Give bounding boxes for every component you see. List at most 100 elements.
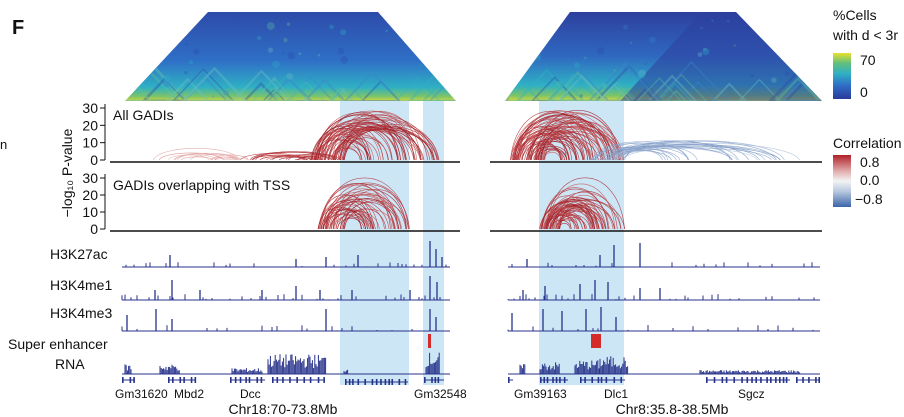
heatmap-speckle [317, 54, 321, 57]
heatmap-speckle [286, 72, 294, 80]
gene-dcc-b-exon [323, 377, 325, 383]
gene-dcc-b-exon [296, 377, 298, 383]
gene-label-sgcz: Sgcz [738, 387, 765, 401]
gene-mbd2-exon [172, 377, 174, 383]
arc-left-minor [240, 153, 305, 161]
track-label-h3k4me3: H3K4me3 [50, 305, 112, 321]
arc-left-minor [255, 151, 336, 161]
heatmap-speckle [697, 52, 703, 57]
gene-dcc-c-exon [404, 379, 407, 385]
heatmap-domain [140, 76, 190, 101]
track-label-h3k27ac: H3K27ac [50, 246, 108, 262]
signal-tracks [121, 241, 820, 375]
arc-right-main [519, 141, 562, 161]
gene-sgcz-exon [713, 377, 716, 383]
arc-left-main [328, 137, 380, 161]
heatmap-domain [342, 70, 402, 101]
arc-right-main [530, 146, 568, 161]
heatmap-domain [555, 74, 608, 101]
super-enhancer-left [428, 334, 431, 348]
heatmap-speckle [649, 36, 656, 44]
heatmap-domain [652, 61, 731, 101]
gene-dcc-b-exon [276, 377, 279, 383]
gene-sgcz-b-exon [808, 377, 810, 383]
gene-mbd2-exon [190, 377, 193, 383]
gene-gm32548-exon [431, 377, 433, 383]
highlight-left-2 [423, 99, 444, 385]
arc-right-blue [592, 145, 781, 161]
gene-dcc-c-exon [388, 379, 390, 385]
arc-right-main [535, 110, 621, 161]
gene-gm39163-a-exon [508, 377, 510, 383]
heatmap-domain [330, 88, 356, 101]
heatmap-domain [286, 76, 335, 101]
gene-dlc1-exon [591, 377, 594, 383]
arc-right-tss [553, 216, 577, 230]
heatmap-domain [406, 61, 456, 101]
gene-dlc1-exon [620, 377, 623, 383]
heatmap-domain [428, 77, 456, 101]
arc-left-main [342, 128, 393, 161]
heatmap-speckle [596, 47, 605, 55]
gene-dcc-c-exon [371, 379, 374, 385]
heatmap-speckle [574, 62, 580, 69]
arc-right-main [542, 128, 610, 161]
arc-right-blue [622, 148, 733, 161]
heatmap-domain [645, 74, 699, 101]
gene-sgcz-exon [706, 377, 708, 383]
heatmap-domain [773, 76, 822, 101]
gene-sgcz-exon [733, 377, 736, 383]
heatmap-speckle [539, 44, 543, 48]
gene-gm39163-b-exon [552, 377, 554, 383]
arc-left-minor [294, 158, 309, 161]
gene-gm39163-b-exon [540, 377, 542, 383]
arc-left-tss [325, 191, 393, 230]
arc-left-tss [340, 198, 395, 230]
colorbar-corr-title: Correlation [833, 135, 901, 151]
arc-left-tss [323, 209, 368, 230]
arc-right-tss [557, 218, 577, 230]
heatmap-speckle [644, 62, 647, 66]
heatmap-speckle [511, 61, 518, 69]
heatmap-domain [171, 68, 236, 101]
heatmap-speckle [777, 50, 783, 56]
gadi-arcs [153, 110, 801, 230]
heatmap-domain [596, 83, 632, 101]
heatmap-speckle [544, 17, 551, 25]
heatmap-domain [530, 76, 580, 101]
arc-left-tss [331, 210, 374, 230]
heatmap-speckle [507, 38, 511, 41]
arc-left-tss [318, 206, 362, 230]
heatmap-domain [614, 88, 640, 101]
gene-label-dcc: Dcc [240, 387, 261, 401]
heatmap-speckle [750, 73, 754, 78]
arc-left-minor [177, 153, 236, 161]
heatmap-domain [180, 66, 249, 101]
y-tick-label: 10 [82, 204, 98, 220]
gene-sgcz-exon [746, 377, 749, 383]
heatmap-speckle [630, 41, 633, 44]
gene-sgcz-exon [721, 377, 724, 383]
heatmap-speckle [726, 19, 730, 23]
heatmap-domain [360, 80, 402, 101]
heatmap-speckle [129, 29, 137, 36]
track-label-tss-gadis: GADIs overlapping with TSS [113, 177, 290, 193]
heatmap-speckle [337, 48, 345, 55]
gene-dlc1-exon [584, 377, 586, 383]
heatmap-speckle [223, 89, 229, 96]
arc-right-main [510, 111, 616, 161]
heatmap-domain [261, 88, 287, 101]
heatmap-left [125, 12, 456, 101]
gene-dcc-b-exon [289, 377, 291, 383]
gene-gm32548-exon [434, 377, 437, 383]
heatmap-domain [546, 68, 611, 101]
left-edge-text: n [0, 137, 7, 152]
heatmap-domain [260, 73, 314, 101]
heatmap-domain [545, 72, 602, 101]
arc-left-main [319, 115, 435, 161]
heatmap-speckle [299, 82, 307, 90]
arc-left-main [316, 120, 402, 161]
arc-left-minor [209, 156, 235, 161]
